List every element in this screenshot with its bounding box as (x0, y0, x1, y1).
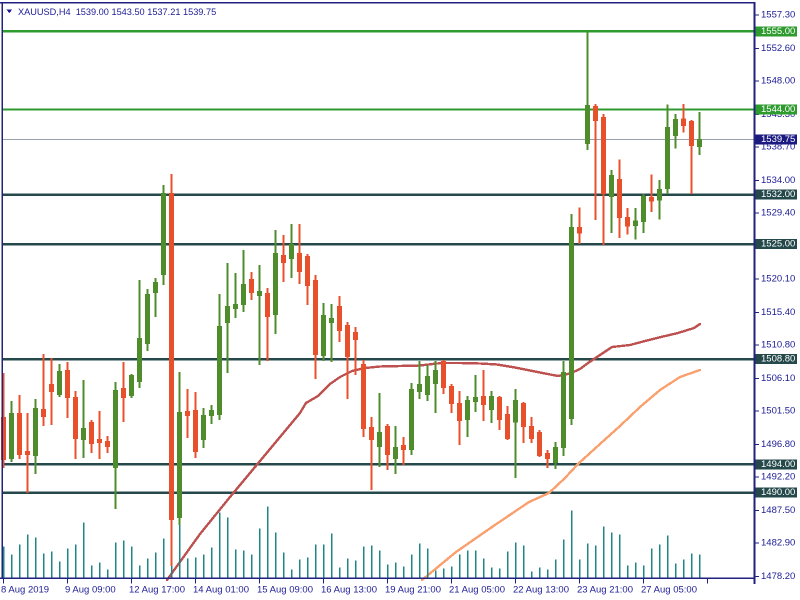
svg-text:1496.80: 1496.80 (761, 439, 795, 450)
svg-text:22 Aug 13:00: 22 Aug 13:00 (513, 584, 569, 595)
svg-text:1482.90: 1482.90 (761, 538, 795, 549)
svg-text:19 Aug 21:00: 19 Aug 21:00 (385, 584, 441, 595)
svg-text:1492.20: 1492.20 (761, 472, 795, 483)
svg-text:1520.10: 1520.10 (761, 274, 795, 285)
svg-text:23 Aug 21:00: 23 Aug 21:00 (577, 584, 633, 595)
svg-text:1508.80: 1508.80 (761, 354, 795, 365)
svg-text:1544.00: 1544.00 (761, 104, 795, 115)
svg-text:14 Aug 01:00: 14 Aug 01:00 (193, 584, 249, 595)
svg-text:15 Aug 09:00: 15 Aug 09:00 (257, 584, 313, 595)
svg-text:1538.70: 1538.70 (761, 142, 795, 153)
svg-text:1525.00: 1525.00 (761, 239, 795, 250)
svg-text:1487.50: 1487.50 (761, 505, 795, 516)
svg-text:1552.60: 1552.60 (761, 43, 795, 54)
svg-text:1515.40: 1515.40 (761, 307, 795, 318)
svg-text:1478.20: 1478.20 (761, 571, 795, 582)
svg-text:XAUUSD,H4 1539.00 1543.50 153: XAUUSD,H4 1539.00 1543.50 1537.21 1539.7… (18, 7, 216, 17)
svg-text:1529.40: 1529.40 (761, 208, 795, 219)
svg-text:8 Aug 2019: 8 Aug 2019 (1, 584, 49, 595)
svg-text:16 Aug 13:00: 16 Aug 13:00 (321, 584, 377, 595)
svg-text:1506.10: 1506.10 (761, 373, 795, 384)
svg-text:1539.75: 1539.75 (761, 134, 795, 145)
svg-text:1548.00: 1548.00 (761, 76, 795, 87)
svg-text:1532.00: 1532.00 (761, 189, 795, 200)
svg-text:1501.50: 1501.50 (761, 406, 795, 417)
svg-text:1555.00: 1555.00 (761, 26, 795, 37)
svg-text:9 Aug 09:00: 9 Aug 09:00 (65, 584, 116, 595)
svg-text:27 Aug 05:00: 27 Aug 05:00 (641, 584, 697, 595)
svg-text:1534.00: 1534.00 (761, 175, 795, 186)
svg-text:21 Aug 05:00: 21 Aug 05:00 (449, 584, 505, 595)
svg-text:1490.00: 1490.00 (761, 487, 795, 498)
svg-text:12 Aug 17:00: 12 Aug 17:00 (129, 584, 185, 595)
svg-text:1510.80: 1510.80 (761, 340, 795, 351)
svg-text:1557.30: 1557.30 (761, 10, 795, 21)
svg-text:1494.00: 1494.00 (761, 459, 795, 470)
